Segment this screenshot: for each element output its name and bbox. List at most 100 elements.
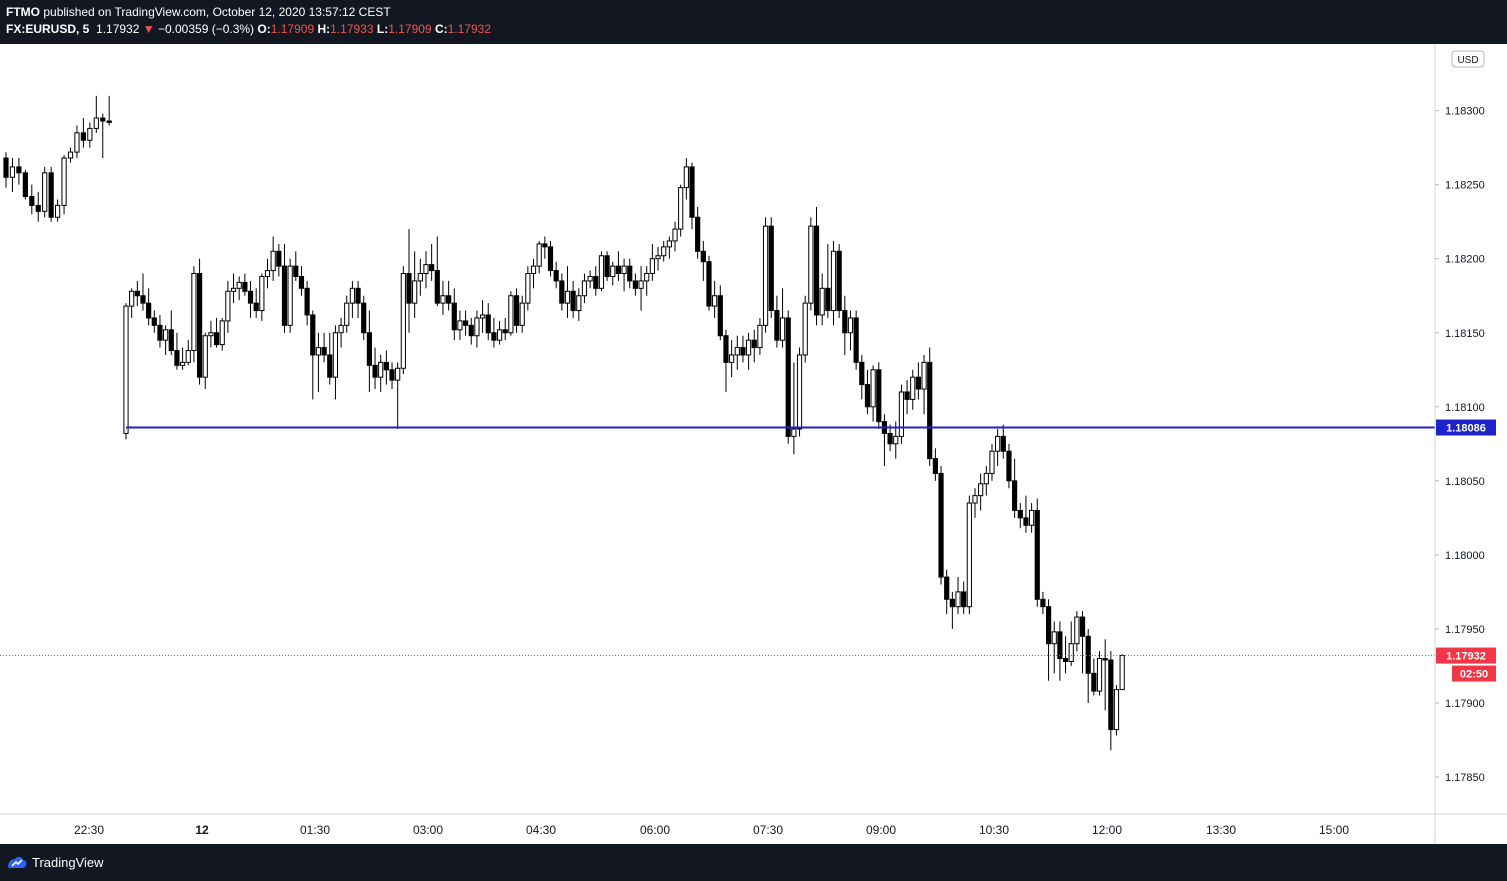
candle-body-up: [202, 335, 208, 378]
candle: [429, 243, 435, 281]
candle-body-up: [1119, 655, 1125, 691]
candle-body-up: [423, 264, 429, 275]
candle-body-down: [3, 157, 9, 178]
candle-body-down: [434, 270, 440, 304]
x-tick-label: 12:00: [1092, 823, 1122, 837]
candle-body-up: [779, 317, 786, 341]
x-tick-label: 01:30: [300, 823, 330, 837]
candle-body-down: [406, 273, 412, 304]
x-tick-label: 22:30: [74, 823, 104, 837]
candle-body-down: [247, 290, 254, 304]
candle: [451, 288, 457, 341]
candle-body-down: [327, 354, 333, 378]
candle: [746, 332, 752, 370]
candle-body-up: [530, 265, 537, 275]
candle: [655, 246, 661, 271]
candle-body-down: [491, 332, 497, 341]
candle: [615, 251, 622, 281]
candle-body-up: [67, 151, 74, 159]
candle-body-down: [768, 225, 774, 312]
candle-body-down: [463, 320, 469, 326]
candle-body-up: [496, 329, 503, 341]
candle-body-down: [695, 216, 701, 252]
candle: [42, 166, 48, 218]
candle: [1119, 654, 1125, 691]
candle: [723, 329, 729, 392]
candle-body-up: [87, 127, 93, 141]
open-label: O:: [257, 22, 271, 36]
candle-body-up: [417, 273, 423, 282]
candle: [859, 354, 865, 400]
low-label: L:: [376, 22, 389, 36]
candle: [847, 310, 854, 351]
candle: [264, 258, 271, 289]
candle: [1017, 503, 1023, 529]
candle: [276, 243, 282, 277]
currency-badge[interactable]: [1451, 50, 1485, 68]
tradingview-logo[interactable]: TradingView: [6, 852, 104, 872]
candle-body-up: [412, 280, 418, 304]
candle: [93, 95, 99, 133]
candle-body-down: [213, 332, 220, 346]
candle: [1079, 611, 1086, 674]
candle: [29, 184, 35, 215]
candle: [321, 332, 327, 363]
candle: [1045, 599, 1052, 681]
x-tick-label: 04:30: [526, 823, 556, 837]
y-tick-label: 1.18000: [1445, 550, 1485, 562]
candle: [570, 280, 576, 318]
candle: [961, 581, 967, 615]
candle-body-down: [593, 275, 599, 289]
candle: [74, 125, 80, 159]
hline-price-tag: [1436, 419, 1496, 436]
down-arrow-icon: ▼: [142, 22, 155, 36]
candle-body-down: [1000, 435, 1006, 452]
candle: [779, 288, 786, 348]
candle: [627, 258, 633, 289]
candle: [1023, 495, 1029, 533]
candle: [1113, 685, 1120, 736]
candle-body-up: [989, 450, 995, 474]
candle: [417, 258, 423, 296]
candle-body-down: [1091, 672, 1097, 692]
currency-label[interactable]: USD: [1457, 55, 1478, 66]
candle: [932, 448, 938, 481]
candle: [842, 295, 848, 355]
candle-body-up: [180, 361, 186, 366]
candle: [836, 243, 842, 318]
candle: [225, 280, 231, 333]
candle-body-up: [93, 117, 99, 129]
candle: [649, 243, 655, 281]
candle: [140, 273, 146, 311]
candle-body-down: [1079, 616, 1086, 637]
candle-body-down: [853, 317, 859, 363]
candle-body-up: [870, 369, 876, 408]
candle-body-down: [168, 329, 174, 352]
candle: [1074, 611, 1080, 652]
candle-body-down: [1034, 509, 1040, 600]
chart-area[interactable]: 1.18086 1.17932 02:50 1.18300 1.18250 1.1820…: [0, 44, 1507, 844]
candle: [479, 300, 486, 333]
chart-svg[interactable]: 1.18086 1.17932 02:50 1.18300 1.18250 1.1820…: [0, 44, 1507, 844]
candle: [564, 266, 571, 318]
symbol-label[interactable]: FX:EURUSD, 5: [6, 22, 90, 36]
candle-body-up: [315, 347, 322, 356]
candle-body-up: [219, 320, 225, 346]
candle-body-down: [723, 335, 729, 363]
candle-body-up: [191, 273, 197, 352]
candle: [378, 354, 384, 392]
candle-body-up: [966, 502, 972, 608]
candle: [423, 251, 429, 289]
candle: [734, 335, 740, 370]
candle: [712, 280, 718, 318]
publish-info: FTMO published on TradingView.com, Octob…: [6, 5, 391, 19]
candle-body-down: [559, 280, 565, 304]
publisher-name[interactable]: FTMO: [6, 5, 40, 19]
candle-body-down: [627, 265, 633, 282]
candle-body-up: [479, 314, 486, 319]
candle-body-down: [615, 265, 622, 275]
candle: [525, 266, 531, 311]
candle-body-up: [666, 240, 672, 248]
candle: [474, 310, 480, 348]
candle-body-up: [955, 591, 961, 608]
